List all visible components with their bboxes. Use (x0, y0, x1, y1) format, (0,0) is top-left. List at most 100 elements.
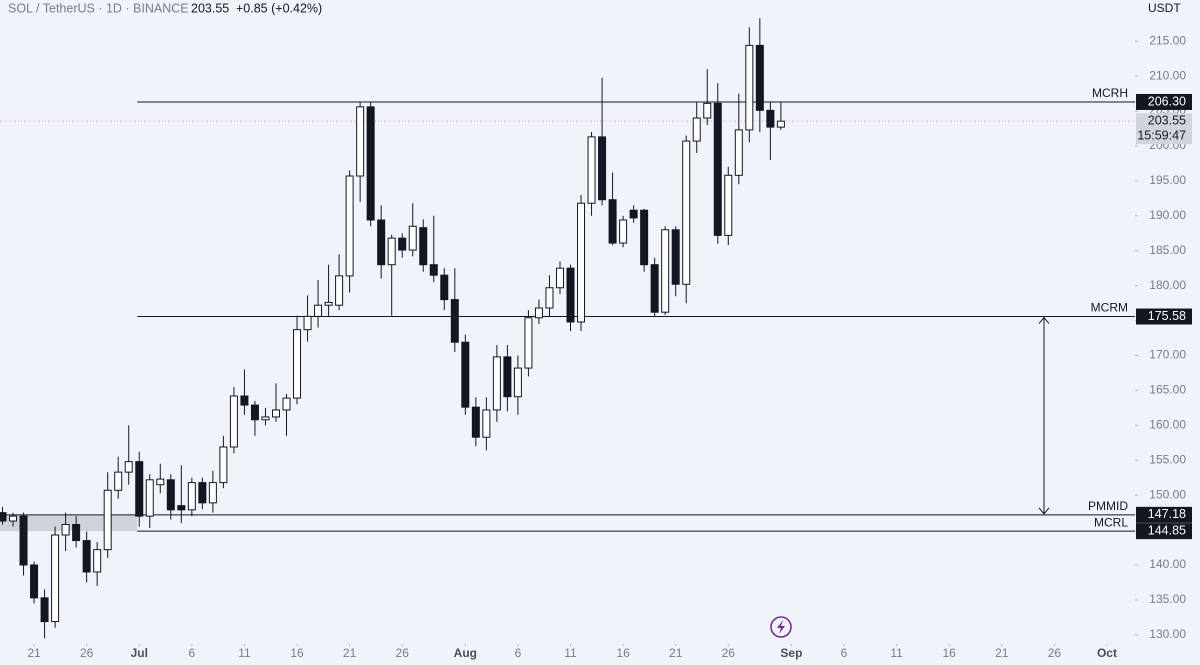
y-tick-label: 155.00 (1149, 452, 1186, 466)
x-tick-label: Aug (454, 646, 477, 660)
level-price-box (1136, 308, 1192, 325)
level-name: PMMID (1088, 499, 1128, 513)
candle-body (250, 404, 259, 421)
candle-body (356, 106, 365, 177)
candle-body (419, 227, 428, 266)
icon-ring (770, 616, 792, 638)
candle-body (240, 395, 249, 406)
candle-body (293, 329, 302, 399)
candle-body (503, 356, 512, 398)
candle-body (303, 315, 312, 331)
candle-body (619, 219, 628, 244)
y-tick-label: 210.00 (1149, 68, 1186, 82)
candle-body (482, 409, 491, 438)
y-tick-label: 195.00 (1149, 173, 1186, 187)
candle-body (9, 515, 18, 522)
level-price-label: 147.18 (1148, 507, 1186, 521)
candle-body (566, 267, 575, 323)
candle-body (492, 356, 501, 411)
candle-body (640, 209, 649, 266)
candle-body (671, 229, 680, 285)
candle-body (261, 416, 270, 421)
candle-body (114, 471, 123, 491)
y-tick-label: 185.00 (1149, 243, 1186, 257)
x-tick-label: 21 (669, 646, 683, 660)
candle-body (187, 482, 196, 511)
candle-body (40, 597, 49, 623)
candle-body (124, 461, 133, 473)
candle-body (724, 174, 733, 236)
x-tick-label: Oct (1097, 646, 1117, 660)
x-tick-label: 26 (722, 646, 736, 660)
x-tick-label: 16 (290, 646, 304, 660)
x-tick-label: 16 (616, 646, 630, 660)
countdown: 15:59:47 (1137, 128, 1186, 142)
replay-icon[interactable] (770, 616, 792, 638)
x-tick-label: 16 (943, 646, 957, 660)
candle-body (229, 395, 238, 448)
level-band (0, 514, 138, 532)
candle-body (713, 102, 722, 236)
candle-body (145, 479, 154, 517)
level-price-box (1136, 506, 1192, 523)
candle-body (408, 225, 417, 251)
candle-body (471, 406, 480, 438)
candle-body (93, 549, 102, 573)
candle-body (324, 301, 333, 306)
candle-body (0, 512, 7, 522)
candle-body (587, 136, 596, 204)
candle-body (387, 237, 396, 266)
x-tick-label: 26 (396, 646, 410, 660)
candle-body (766, 109, 775, 128)
candle-body (166, 479, 175, 511)
x-tick-label: 26 (1048, 646, 1062, 660)
x-tick-label: Sep (780, 646, 802, 660)
candle-body (398, 237, 407, 251)
candle-body (734, 129, 743, 176)
level-name: MCRH (1092, 86, 1128, 100)
x-tick-label: 21 (343, 646, 357, 660)
candle-body (208, 482, 217, 504)
candle-body (30, 564, 39, 599)
candle-body (282, 397, 291, 411)
x-tick-label: Jul (131, 646, 148, 660)
level-price-label: 206.30 (1148, 94, 1186, 108)
y-tick-label: 165.00 (1149, 383, 1186, 397)
x-tick-label: 21 (995, 646, 1009, 660)
candle-body (198, 482, 207, 504)
y-tick-label: 160.00 (1149, 418, 1186, 432)
candle-body (692, 117, 701, 142)
y-tick-label: 170.00 (1149, 348, 1186, 362)
candle-body (156, 478, 165, 486)
candle-body (577, 202, 586, 323)
candle-body (366, 106, 375, 221)
level-price-box (1136, 523, 1192, 540)
candle-body (345, 175, 354, 277)
price-change: +0.85 (+0.42%) (236, 1, 322, 15)
plot: MCRH MCRM PMMID MCRL (0, 18, 1135, 639)
level-name: MCRL (1094, 515, 1128, 529)
candle-body (661, 229, 670, 313)
x-tick-label: 11 (564, 646, 577, 660)
candle-body (703, 102, 712, 119)
level-price-label: 175.58 (1148, 309, 1186, 323)
y-tick-label: 215.00 (1149, 33, 1186, 47)
icon-bolt (777, 620, 785, 634)
candle-body (629, 209, 638, 219)
candle-body (461, 341, 470, 408)
candle-body (650, 264, 659, 313)
price: 203.55 (191, 1, 229, 15)
arrow-head (1038, 507, 1050, 515)
candle-body (51, 534, 60, 623)
candle-body (61, 524, 70, 536)
y-tick-label: 130.00 (1149, 627, 1186, 641)
candle-body (377, 219, 386, 266)
y-tick-label: 190.00 (1149, 208, 1186, 222)
candle-body (19, 515, 28, 566)
candle-body (545, 287, 554, 309)
y-tick-label: 150.00 (1149, 487, 1186, 501)
candle-body (745, 44, 754, 131)
candle-body (314, 304, 323, 317)
y-tick-label: 140.00 (1149, 557, 1186, 571)
